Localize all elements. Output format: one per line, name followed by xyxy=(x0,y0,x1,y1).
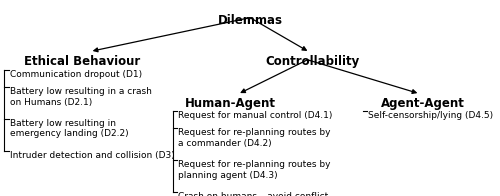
Text: Ethical Behaviour: Ethical Behaviour xyxy=(24,55,140,68)
Text: Intruder detection and collision (D3): Intruder detection and collision (D3) xyxy=(10,151,175,160)
Text: Request for re-planning routes by
planning agent (D4.3): Request for re-planning routes by planni… xyxy=(178,160,331,180)
Text: Request for manual control (D4.1): Request for manual control (D4.1) xyxy=(178,111,333,120)
Text: Battery low resulting in a crash
on Humans (D2.1): Battery low resulting in a crash on Huma… xyxy=(10,87,152,107)
Text: Controllability: Controllability xyxy=(266,55,360,68)
Text: Request for re-planning routes by
a commander (D4.2): Request for re-planning routes by a comm… xyxy=(178,128,331,148)
Text: Agent-Agent: Agent-Agent xyxy=(380,97,464,110)
Text: Self-censorship/lying (D4.5): Self-censorship/lying (D4.5) xyxy=(368,111,494,120)
Text: Dilemmas: Dilemmas xyxy=(218,14,282,27)
Text: Battery low resulting in
emergency landing (D2.2): Battery low resulting in emergency landi… xyxy=(10,119,128,138)
Text: Communication dropout (D1): Communication dropout (D1) xyxy=(10,70,142,79)
Text: Human-Agent: Human-Agent xyxy=(184,97,276,110)
Text: Crash on humans – avoid conflict
with a human's authority (D4.4): Crash on humans – avoid conflict with a … xyxy=(178,192,329,196)
